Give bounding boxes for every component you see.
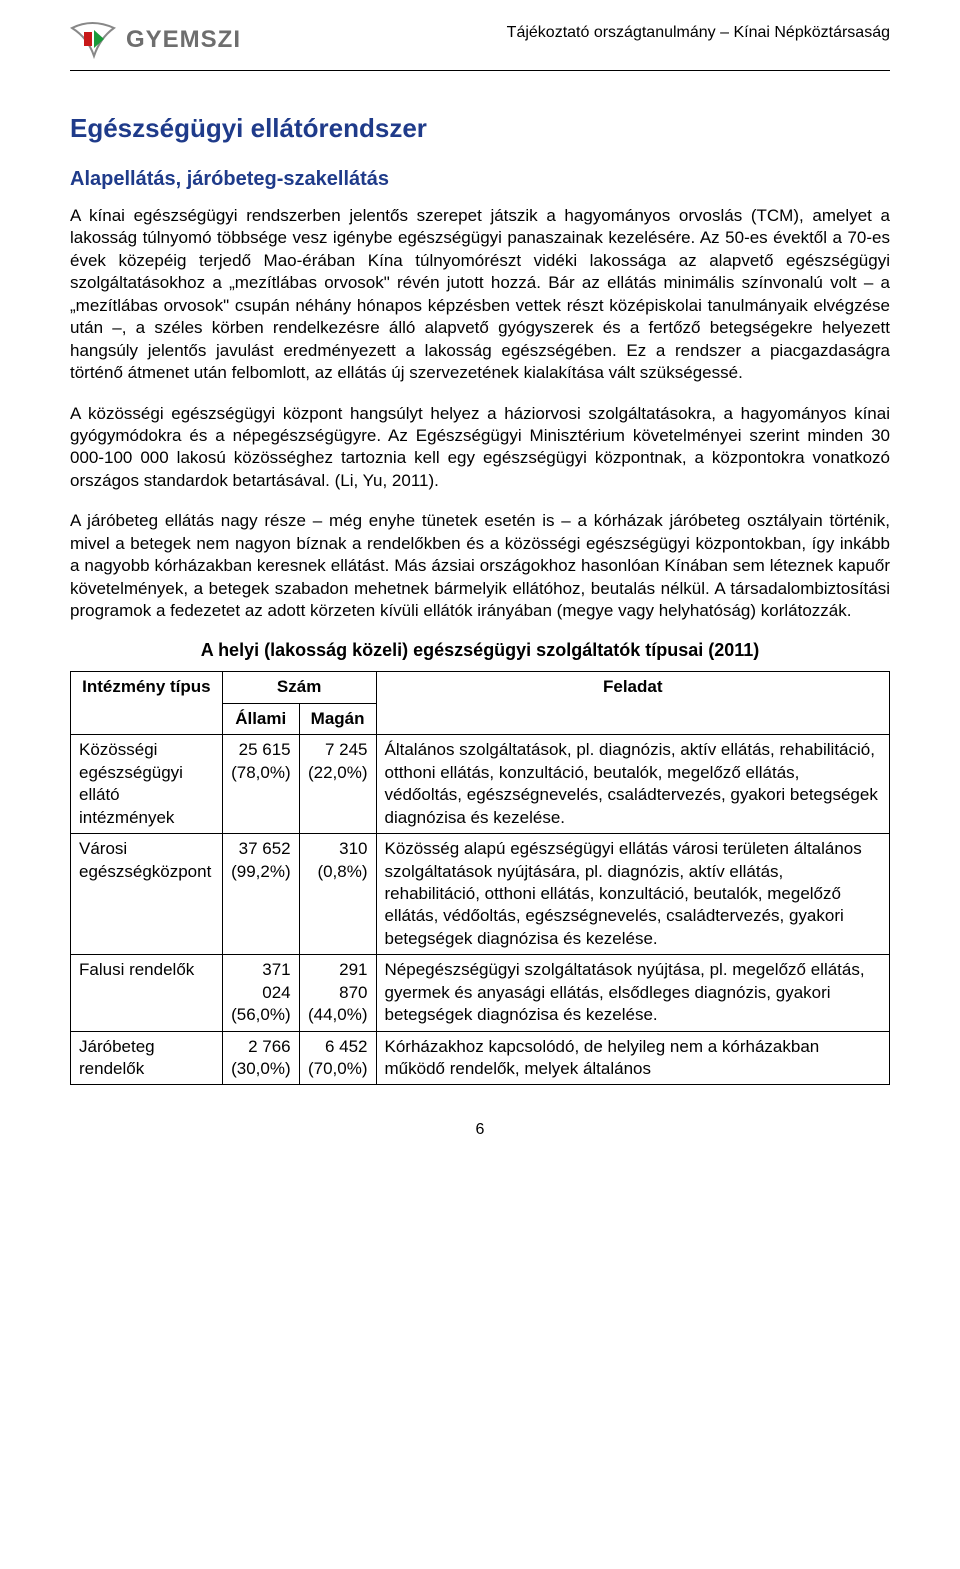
- cell-type: Városi egészségközpont: [71, 834, 223, 955]
- cell-task: Közösség alapú egészségügyi ellátás váro…: [376, 834, 889, 955]
- header-rule: [70, 70, 890, 71]
- cell-type: Közösségi egészségügyi ellátó intézménye…: [71, 735, 223, 834]
- cell-private: 310 (0,8%): [299, 834, 376, 955]
- paragraph-1: A kínai egészségügyi rendszerben jelentő…: [70, 205, 890, 385]
- cell-task: Népegészségügyi szolgáltatások nyújtása,…: [376, 955, 889, 1031]
- cell-type: Járóbeteg rendelők: [71, 1031, 223, 1085]
- table-row: Falusi rendelők 371 024 (56,0%) 291 870 …: [71, 955, 890, 1031]
- brand-name: GYEMSZI: [126, 26, 241, 54]
- providers-table: Intézmény típus Szám Feladat Állami Magá…: [70, 671, 890, 1085]
- th-count: Szám: [222, 672, 376, 703]
- paragraph-2: A közösségi egészségügyi központ hangsúl…: [70, 403, 890, 493]
- cell-type: Falusi rendelők: [71, 955, 223, 1031]
- brand-logo-icon: [70, 20, 116, 60]
- cell-private: 291 870 (44,0%): [299, 955, 376, 1031]
- paragraph-3: A járóbeteg ellátás nagy része – még eny…: [70, 510, 890, 622]
- table-row: Közösségi egészségügyi ellátó intézménye…: [71, 735, 890, 834]
- section-title: Egészségügyi ellátórendszer: [70, 113, 890, 144]
- document-subtitle: Tájékoztató országtanulmány – Kínai Népk…: [507, 20, 890, 42]
- cell-private: 6 452 (70,0%): [299, 1031, 376, 1085]
- table-title: A helyi (lakosság közeli) egészségügyi s…: [70, 640, 890, 661]
- cell-state: 25 615 (78,0%): [222, 735, 299, 834]
- table-row: Járóbeteg rendelők 2 766 (30,0%) 6 452 (…: [71, 1031, 890, 1085]
- logo-block: GYEMSZI: [70, 20, 241, 60]
- th-task: Feladat: [376, 672, 889, 735]
- cell-state: 2 766 (30,0%): [222, 1031, 299, 1085]
- cell-private: 7 245 (22,0%): [299, 735, 376, 834]
- cell-task: Általános szolgáltatások, pl. diagnózis,…: [376, 735, 889, 834]
- th-type: Intézmény típus: [71, 672, 223, 735]
- page-header: GYEMSZI Tájékoztató országtanulmány – Kí…: [70, 20, 890, 60]
- cell-task: Kórházakhoz kapcsolódó, de helyileg nem …: [376, 1031, 889, 1085]
- cell-state: 37 652 (99,2%): [222, 834, 299, 955]
- table-row: Városi egészségközpont 37 652 (99,2%) 31…: [71, 834, 890, 955]
- page-number: 6: [70, 1121, 890, 1139]
- cell-state: 371 024 (56,0%): [222, 955, 299, 1031]
- th-private: Magán: [299, 703, 376, 734]
- th-state: Állami: [222, 703, 299, 734]
- section-subtitle: Alapellátás, járóbeteg-szakellátás: [70, 168, 890, 191]
